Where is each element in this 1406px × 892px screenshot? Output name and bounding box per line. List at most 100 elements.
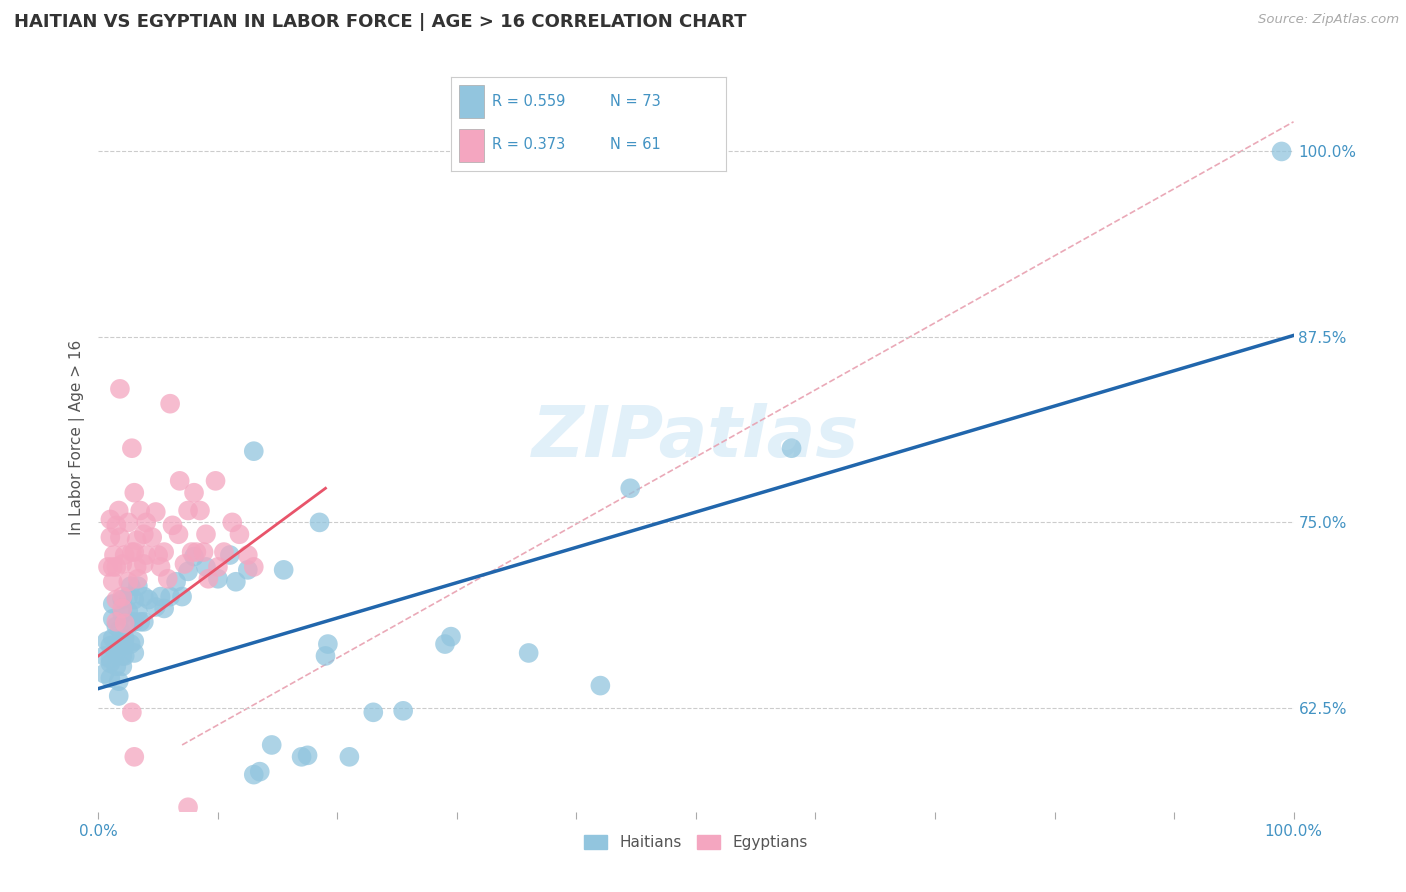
Haitians xyxy=(111,607,134,622)
Haitians xyxy=(127,604,149,618)
Haitians xyxy=(589,679,612,693)
Egyptians xyxy=(114,548,136,562)
Egyptians xyxy=(167,527,190,541)
Egyptians xyxy=(127,572,149,586)
Egyptians xyxy=(207,560,229,574)
Haitians xyxy=(159,590,181,604)
Haitians xyxy=(153,601,176,615)
Y-axis label: In Labor Force | Age > 16: In Labor Force | Age > 16 xyxy=(69,340,84,534)
Haitians xyxy=(1271,145,1294,159)
Egyptians xyxy=(183,485,205,500)
Egyptians xyxy=(156,572,179,586)
Haitians xyxy=(117,590,139,604)
Text: ZIPatlas: ZIPatlas xyxy=(533,402,859,472)
Haitians xyxy=(111,648,134,663)
Haitians xyxy=(124,634,146,648)
Haitians xyxy=(243,767,266,781)
Haitians xyxy=(120,637,142,651)
Haitians xyxy=(111,659,134,673)
Haitians xyxy=(129,615,152,629)
Haitians xyxy=(111,592,134,607)
Egyptians xyxy=(180,545,202,559)
Egyptians xyxy=(188,503,211,517)
Egyptians xyxy=(129,503,152,517)
Egyptians xyxy=(193,545,215,559)
Egyptians xyxy=(98,530,122,544)
Haitians xyxy=(107,689,129,703)
Haitians xyxy=(120,579,142,593)
Egyptians xyxy=(135,548,157,562)
Egyptians xyxy=(162,518,184,533)
Egyptians xyxy=(243,560,266,574)
Haitians xyxy=(243,444,266,458)
Egyptians xyxy=(124,545,146,559)
Haitians xyxy=(98,652,122,666)
Haitians xyxy=(124,615,146,629)
Haitians xyxy=(93,648,115,663)
Haitians xyxy=(363,706,385,720)
Haitians xyxy=(101,597,124,611)
Egyptians xyxy=(97,560,120,574)
Haitians xyxy=(107,674,129,689)
Egyptians xyxy=(124,485,146,500)
Haitians xyxy=(780,441,803,455)
Haitians xyxy=(434,637,457,651)
Haitians xyxy=(98,639,122,653)
Haitians xyxy=(165,574,187,589)
Haitians xyxy=(392,704,415,718)
Haitians xyxy=(108,622,131,636)
Haitians xyxy=(273,563,295,577)
Egyptians xyxy=(114,616,136,631)
Egyptians xyxy=(145,505,167,519)
Haitians xyxy=(440,630,463,644)
Haitians xyxy=(114,648,136,663)
Egyptians xyxy=(204,474,226,488)
Egyptians xyxy=(169,474,191,488)
Egyptians xyxy=(132,527,155,541)
Egyptians xyxy=(117,574,139,589)
Haitians xyxy=(132,590,155,604)
Text: Source: ZipAtlas.com: Source: ZipAtlas.com xyxy=(1258,13,1399,27)
Haitians xyxy=(316,637,339,651)
Egyptians xyxy=(149,560,172,574)
Haitians xyxy=(225,574,247,589)
Haitians xyxy=(183,549,205,564)
Egyptians xyxy=(177,503,200,517)
Egyptians xyxy=(159,397,181,411)
Haitians xyxy=(127,579,149,593)
Egyptians xyxy=(228,527,250,541)
Egyptians xyxy=(105,518,128,533)
Haitians xyxy=(149,590,172,604)
Haitians xyxy=(291,749,314,764)
Egyptians xyxy=(148,548,170,562)
Haitians xyxy=(207,572,229,586)
Egyptians xyxy=(117,516,139,530)
Text: HAITIAN VS EGYPTIAN IN LABOR FORCE | AGE > 16 CORRELATION CHART: HAITIAN VS EGYPTIAN IN LABOR FORCE | AGE… xyxy=(14,13,747,31)
Legend: Haitians, Egyptians: Haitians, Egyptians xyxy=(578,830,814,856)
Haitians xyxy=(138,592,160,607)
Haitians xyxy=(114,639,136,653)
Egyptians xyxy=(177,800,200,814)
Haitians xyxy=(315,648,337,663)
Haitians xyxy=(177,565,200,579)
Haitians xyxy=(619,481,641,495)
Egyptians xyxy=(105,592,128,607)
Haitians xyxy=(339,749,361,764)
Egyptians xyxy=(121,441,143,455)
Haitians xyxy=(105,619,128,633)
Egyptians xyxy=(101,574,124,589)
Haitians xyxy=(105,659,128,673)
Egyptians xyxy=(195,527,218,541)
Egyptians xyxy=(103,548,125,562)
Egyptians xyxy=(132,557,155,571)
Haitians xyxy=(101,612,124,626)
Haitians xyxy=(98,671,122,685)
Haitians xyxy=(120,616,142,631)
Haitians xyxy=(249,764,271,779)
Haitians xyxy=(308,516,330,530)
Egyptians xyxy=(107,503,129,517)
Egyptians xyxy=(101,560,124,574)
Haitians xyxy=(105,637,128,651)
Egyptians xyxy=(121,706,143,720)
Haitians xyxy=(297,748,319,763)
